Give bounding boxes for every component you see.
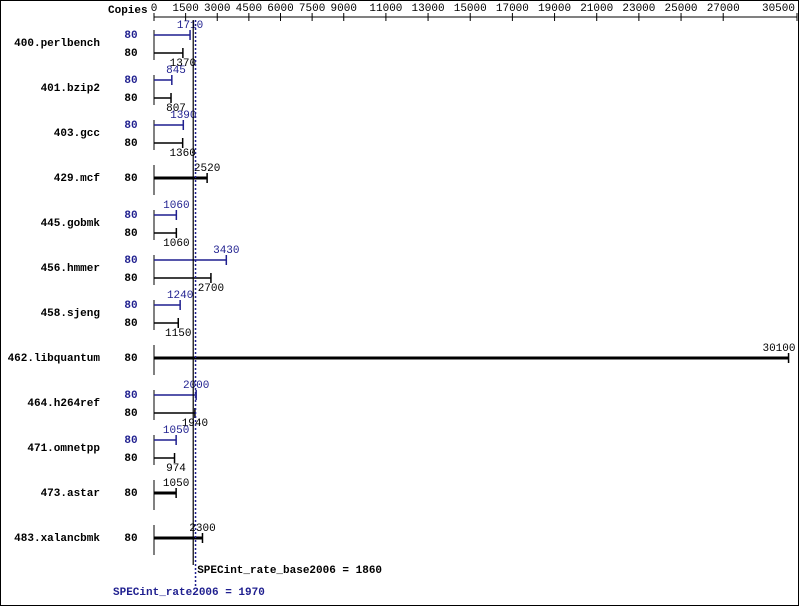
value-label: 845 — [166, 65, 186, 77]
copies-header: Copies — [108, 5, 148, 17]
value-label: 974 — [166, 463, 186, 475]
value-label: 1050 — [163, 478, 189, 490]
value-label: 1370 — [170, 58, 196, 70]
x-tick-label: 3000 — [204, 3, 230, 15]
value-label: 1150 — [165, 328, 191, 340]
x-tick-label: 9000 — [331, 3, 357, 15]
copies-label: 80 — [124, 300, 137, 312]
category-label: 483.xalancbmk — [14, 533, 100, 545]
copies-label: 80 — [124, 173, 137, 185]
x-tick-label: 11000 — [369, 3, 402, 15]
copies-label: 80 — [124, 255, 137, 267]
copies-label: 80 — [124, 48, 137, 60]
category-label: 445.gobmk — [41, 218, 101, 230]
copies-label: 80 — [124, 453, 137, 465]
x-tick-label: 19000 — [538, 3, 571, 15]
category-label: 401.bzip2 — [41, 83, 100, 95]
reference-label: SPECint_rate_base2006 = 1860 — [197, 565, 382, 577]
copies-label: 80 — [124, 488, 137, 500]
value-label: 1940 — [182, 418, 208, 430]
copies-label: 80 — [124, 390, 137, 402]
category-label: 471.omnetpp — [27, 443, 100, 455]
category-label: 403.gcc — [54, 128, 100, 140]
x-tick-label: 30500 — [762, 3, 795, 15]
copies-label: 80 — [124, 138, 137, 150]
category-label: 429.mcf — [54, 173, 101, 185]
copies-label: 80 — [124, 228, 137, 240]
category-label: 458.sjeng — [41, 308, 100, 320]
copies-label: 80 — [124, 93, 137, 105]
value-label: 807 — [166, 103, 186, 115]
copies-label: 80 — [124, 408, 137, 420]
value-label: 1360 — [169, 148, 195, 160]
copies-label: 80 — [124, 30, 137, 42]
x-tick-label: 15000 — [454, 3, 487, 15]
x-tick-label: 7500 — [299, 3, 325, 15]
copies-label: 80 — [124, 435, 137, 447]
x-tick-label: 23000 — [622, 3, 655, 15]
category-label: 464.h264ref — [27, 398, 100, 410]
value-label: 1710 — [177, 20, 203, 32]
value-label: 2520 — [194, 163, 220, 175]
value-label: 3430 — [213, 245, 239, 257]
value-label: 2700 — [198, 283, 224, 295]
x-tick-label: 27000 — [707, 3, 740, 15]
category-label: 400.perlbench — [14, 38, 100, 50]
value-label: 1240 — [167, 290, 193, 302]
copies-label: 80 — [124, 273, 137, 285]
value-label: 1390 — [170, 110, 196, 122]
copies-label: 80 — [124, 75, 137, 87]
x-tick-label: 17000 — [496, 3, 529, 15]
category-label: 462.libquantum — [8, 353, 101, 365]
value-label: 1060 — [163, 238, 189, 250]
category-label: 456.hmmer — [41, 263, 100, 275]
x-tick-label: 25000 — [665, 3, 698, 15]
copies-label: 80 — [124, 533, 137, 545]
category-label: 473.astar — [41, 488, 100, 500]
value-label: 1050 — [163, 425, 189, 437]
x-tick-label: 21000 — [580, 3, 613, 15]
value-label: 1060 — [163, 200, 189, 212]
x-tick-label: 1500 — [172, 3, 198, 15]
copies-label: 80 — [124, 353, 137, 365]
value-label: 30100 — [762, 343, 795, 355]
x-tick-label: 6000 — [267, 3, 293, 15]
x-tick-label: 13000 — [412, 3, 445, 15]
x-tick-label: 0 — [151, 3, 158, 15]
copies-label: 80 — [124, 210, 137, 222]
copies-label: 80 — [124, 120, 137, 132]
reference-label: SPECint_rate2006 = 1970 — [113, 587, 265, 599]
copies-label: 80 — [124, 318, 137, 330]
x-tick-label: 4500 — [236, 3, 262, 15]
